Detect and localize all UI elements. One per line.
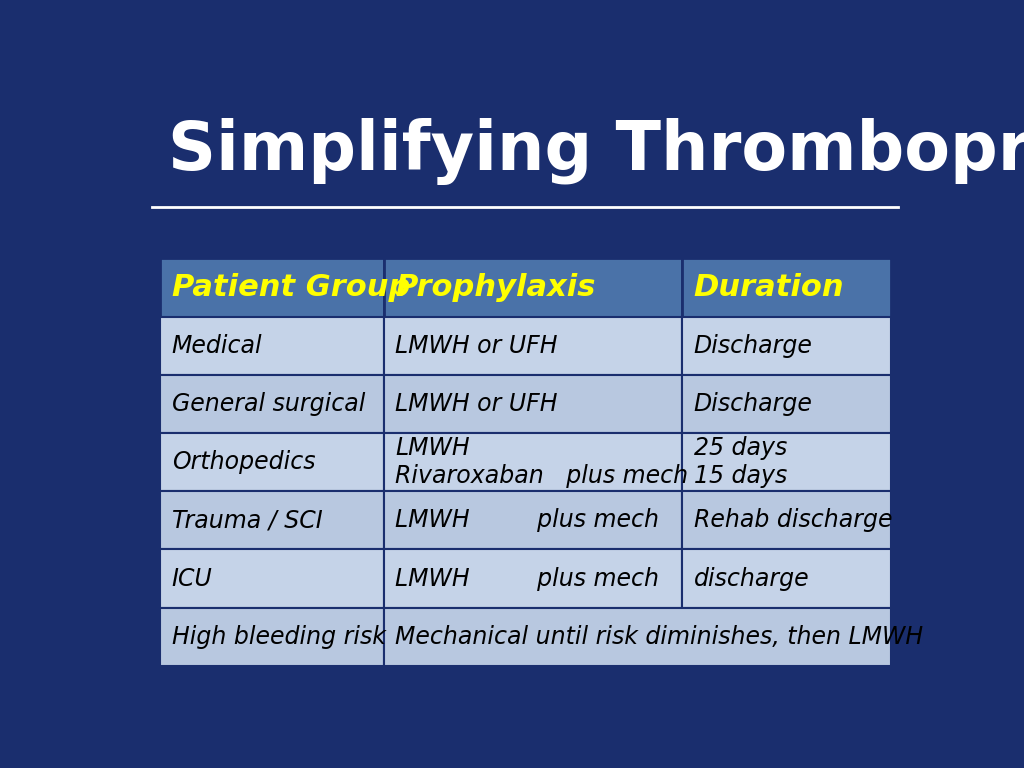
- FancyBboxPatch shape: [384, 433, 682, 492]
- FancyBboxPatch shape: [160, 258, 384, 317]
- Text: Rehab discharge: Rehab discharge: [694, 508, 892, 532]
- Text: Orthopedics: Orthopedics: [172, 450, 315, 475]
- Text: 25 days
15 days: 25 days 15 days: [694, 436, 787, 488]
- Text: General surgical: General surgical: [172, 392, 365, 416]
- FancyBboxPatch shape: [160, 317, 384, 375]
- FancyBboxPatch shape: [384, 258, 682, 317]
- Text: Medical: Medical: [172, 334, 262, 358]
- Text: LMWH         plus mech: LMWH plus mech: [395, 508, 659, 532]
- Text: Discharge: Discharge: [694, 334, 813, 358]
- Text: discharge: discharge: [694, 567, 809, 591]
- FancyBboxPatch shape: [160, 375, 384, 433]
- FancyBboxPatch shape: [384, 375, 682, 433]
- Text: ICU: ICU: [172, 567, 212, 591]
- FancyBboxPatch shape: [160, 549, 384, 607]
- Text: Discharge: Discharge: [694, 392, 813, 416]
- FancyBboxPatch shape: [682, 317, 891, 375]
- Text: LMWH         plus mech: LMWH plus mech: [395, 567, 659, 591]
- FancyBboxPatch shape: [384, 549, 682, 607]
- FancyBboxPatch shape: [682, 375, 891, 433]
- FancyBboxPatch shape: [384, 607, 891, 666]
- FancyBboxPatch shape: [682, 549, 891, 607]
- FancyBboxPatch shape: [160, 433, 384, 492]
- FancyBboxPatch shape: [682, 258, 891, 317]
- FancyBboxPatch shape: [384, 317, 682, 375]
- Text: Simplifying Thromboprophylaxis: Simplifying Thromboprophylaxis: [168, 118, 1024, 185]
- Text: Prophylaxis: Prophylaxis: [395, 273, 596, 302]
- FancyBboxPatch shape: [160, 492, 384, 549]
- Text: Trauma / SCI: Trauma / SCI: [172, 508, 323, 532]
- FancyBboxPatch shape: [160, 607, 384, 666]
- FancyBboxPatch shape: [384, 492, 682, 549]
- Text: Duration: Duration: [694, 273, 845, 302]
- Text: Mechanical until risk diminishes, then LMWH: Mechanical until risk diminishes, then L…: [395, 624, 924, 649]
- FancyBboxPatch shape: [682, 433, 891, 492]
- FancyBboxPatch shape: [682, 492, 891, 549]
- Text: LMWH or UFH: LMWH or UFH: [395, 334, 558, 358]
- Text: LMWH
Rivaroxaban   plus mech: LMWH Rivaroxaban plus mech: [395, 436, 688, 488]
- Text: LMWH or UFH: LMWH or UFH: [395, 392, 558, 416]
- Text: High bleeding risk: High bleeding risk: [172, 624, 385, 649]
- Text: Patient Group: Patient Group: [172, 273, 410, 302]
